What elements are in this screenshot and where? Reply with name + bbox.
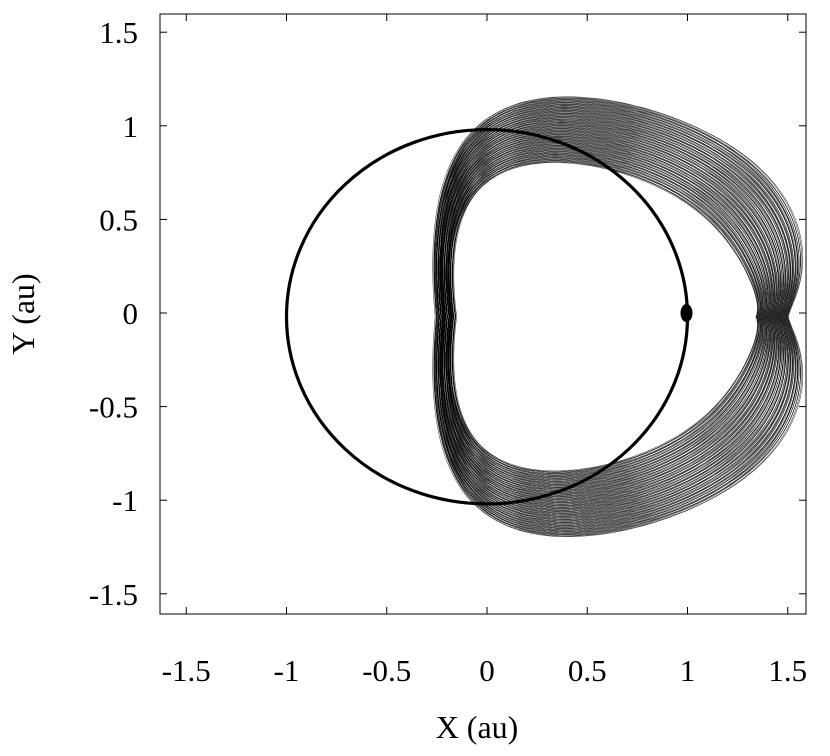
trajectory-loop bbox=[445, 146, 768, 488]
trajectory-loop bbox=[434, 101, 799, 532]
trajectory-loop bbox=[447, 142, 769, 492]
trajectory-loop bbox=[446, 148, 766, 486]
trajectory-loop bbox=[438, 115, 789, 519]
trajectory-loop bbox=[437, 114, 789, 519]
y-tick-label: -1.5 bbox=[89, 577, 138, 612]
trajectory-loop bbox=[439, 117, 786, 516]
trajectory-loop bbox=[442, 135, 775, 499]
x-tick-label: 0 bbox=[479, 653, 495, 688]
trajectory-loop bbox=[446, 136, 773, 498]
trajectory-loop bbox=[441, 115, 787, 518]
trajectory-loop bbox=[444, 137, 773, 496]
trajectory-loop bbox=[450, 155, 762, 478]
trajectory-loop bbox=[452, 161, 759, 473]
trajectory-loop bbox=[443, 139, 772, 495]
x-tick-label: 0.5 bbox=[568, 653, 607, 688]
trajectory-loop bbox=[442, 123, 782, 511]
trajectory-layer bbox=[432, 96, 804, 537]
axis-ticks bbox=[160, 14, 806, 614]
trajectory-loop bbox=[445, 144, 769, 490]
trajectory-loop bbox=[442, 126, 779, 507]
trajectory-loop bbox=[439, 123, 783, 510]
orbit-circle bbox=[284, 127, 690, 506]
trajectory-loop bbox=[442, 132, 776, 501]
x-tick-label: -0.5 bbox=[362, 653, 411, 688]
trajectory-loop bbox=[441, 128, 779, 505]
trajectory-loop bbox=[437, 117, 788, 517]
trajectory-loop bbox=[447, 152, 764, 481]
trajectory-loop bbox=[449, 149, 765, 485]
trajectory-loop bbox=[448, 157, 761, 476]
x-axis-title: X (au) bbox=[436, 709, 519, 745]
trajectory-loop bbox=[435, 106, 796, 528]
x-tick-labels: -1.5 -1 -0.5 0 0.5 1 1.5 bbox=[162, 653, 807, 688]
trajectory-loop bbox=[444, 134, 775, 499]
trajectory-loop bbox=[442, 122, 782, 512]
trajectory-loop bbox=[445, 139, 771, 494]
x-tick-label: -1 bbox=[274, 653, 300, 688]
trajectory-loop bbox=[439, 121, 784, 513]
trajectory-loop bbox=[441, 130, 778, 504]
trajectory-loop bbox=[446, 138, 771, 495]
trajectory-loop bbox=[444, 133, 775, 501]
x-tick-label: 1 bbox=[680, 653, 696, 688]
trajectory-loop bbox=[449, 161, 759, 472]
plot-frame bbox=[159, 13, 807, 615]
planet-point bbox=[680, 304, 693, 322]
trajectory-loop bbox=[448, 153, 763, 481]
trajectory-loop bbox=[450, 152, 763, 482]
y-tick-label: -0.5 bbox=[89, 390, 138, 425]
trajectory-loop bbox=[452, 162, 758, 472]
y-axis-title: Y (au) bbox=[5, 273, 41, 354]
x-tick-label: -1.5 bbox=[162, 653, 211, 688]
trajectory-loop bbox=[432, 97, 804, 537]
y-tick-label: 1.5 bbox=[99, 15, 138, 50]
trajectory-loop bbox=[433, 99, 801, 534]
y-tick-label: 0 bbox=[123, 296, 139, 331]
trajectory-loop bbox=[438, 119, 786, 515]
trajectory-loop bbox=[447, 150, 765, 483]
trajectory-loop bbox=[433, 101, 800, 533]
trajectory-loop bbox=[449, 159, 760, 475]
trajectory-loop bbox=[436, 112, 791, 521]
trajectory-loop bbox=[440, 126, 781, 508]
trajectory-loop bbox=[450, 159, 760, 474]
orbit-layer bbox=[284, 127, 693, 506]
trajectory-loop bbox=[448, 155, 762, 479]
y-tick-label: -1 bbox=[112, 483, 138, 518]
trajectory-loop bbox=[435, 107, 794, 526]
x-tick-label: 1.5 bbox=[768, 653, 807, 688]
trajectory-loop bbox=[439, 121, 784, 512]
trajectory-loop bbox=[442, 130, 777, 503]
trajectory-loop bbox=[445, 143, 769, 490]
y-tick-label: 1 bbox=[123, 109, 139, 144]
y-tick-label: 0.5 bbox=[99, 202, 138, 237]
trajectory-loop bbox=[436, 104, 796, 530]
trajectory-loop bbox=[441, 124, 782, 510]
trajectory-loop bbox=[435, 97, 801, 536]
trajectory-loop bbox=[444, 141, 770, 492]
trajectory-loop bbox=[446, 133, 774, 500]
y-tick-labels: -1.5 -1 -0.5 0 0.5 1 1.5 bbox=[89, 15, 138, 612]
trajectory-loop bbox=[441, 120, 784, 514]
trajectory-loop bbox=[434, 103, 798, 530]
trajectory-loop bbox=[443, 136, 773, 497]
trajectory-loop bbox=[447, 146, 767, 487]
